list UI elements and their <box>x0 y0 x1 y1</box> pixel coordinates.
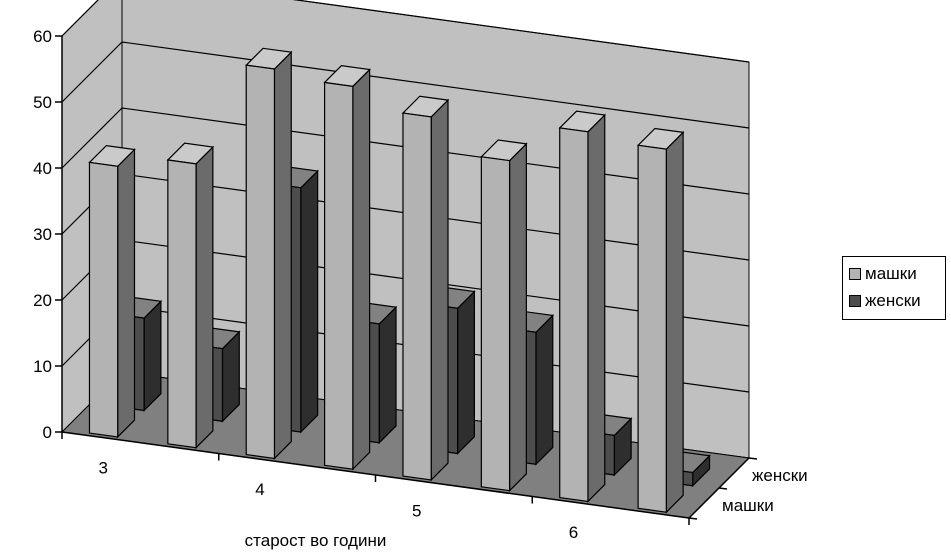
y-tick-label: 50 <box>33 93 52 112</box>
x-tick-label: 5 <box>412 501 421 520</box>
y-tick-label: 40 <box>33 159 52 178</box>
legend-label-female: женски <box>865 291 921 310</box>
legend-item-male: машки <box>849 264 917 284</box>
bar <box>480 139 528 493</box>
bar <box>323 65 371 471</box>
z-tick <box>688 517 698 520</box>
bar-front <box>402 112 432 481</box>
bar <box>166 142 215 450</box>
y-tick-label: 0 <box>43 423 52 442</box>
gridline <box>121 41 750 129</box>
z-tick <box>718 487 728 490</box>
bar-side <box>117 148 136 439</box>
legend-label-male: машки <box>865 264 917 283</box>
legend-swatch-male <box>849 268 861 280</box>
x-axis-title: старост во години <box>245 531 387 550</box>
bar-side <box>665 130 684 514</box>
bar-side <box>300 169 319 434</box>
bar-side <box>456 290 475 455</box>
bar-side <box>143 299 162 412</box>
x-tick-label: 4 <box>255 480 264 499</box>
y-tick-label: 20 <box>33 291 52 310</box>
legend: машки женски <box>842 256 946 320</box>
x-tick-label: 6 <box>569 523 578 542</box>
bar-front <box>245 64 276 460</box>
gridline <box>61 0 99 37</box>
bar-side <box>587 113 606 503</box>
y-tick-label: 60 <box>33 27 52 46</box>
bar-front <box>167 159 197 449</box>
bar-front <box>88 161 119 438</box>
gridline <box>61 41 123 103</box>
bar-side <box>430 98 449 482</box>
x-tick-label: 3 <box>98 458 107 477</box>
bar-front <box>559 127 589 503</box>
gridline <box>61 107 123 169</box>
bar <box>244 47 293 460</box>
bar-front <box>324 81 354 470</box>
z-tick <box>748 457 758 460</box>
bar <box>558 110 607 503</box>
gridline <box>292 0 750 63</box>
z-tick-label: машки <box>722 496 774 515</box>
y-tick-label: 10 <box>33 357 52 376</box>
bar-front <box>637 144 667 513</box>
y-tick-label: 30 <box>33 225 52 244</box>
bar <box>401 95 450 482</box>
bar-side <box>508 142 527 493</box>
legend-item-female: женски <box>849 291 921 311</box>
bar <box>636 127 685 514</box>
legend-swatch-female <box>849 295 861 307</box>
bar-side <box>378 305 397 445</box>
bar-side <box>535 314 554 466</box>
bar-side <box>273 50 292 460</box>
z-tick-label: женски <box>752 466 808 485</box>
bar-side <box>352 68 371 471</box>
bar-front <box>480 156 511 492</box>
bar-side <box>195 145 214 450</box>
bar <box>88 145 136 439</box>
